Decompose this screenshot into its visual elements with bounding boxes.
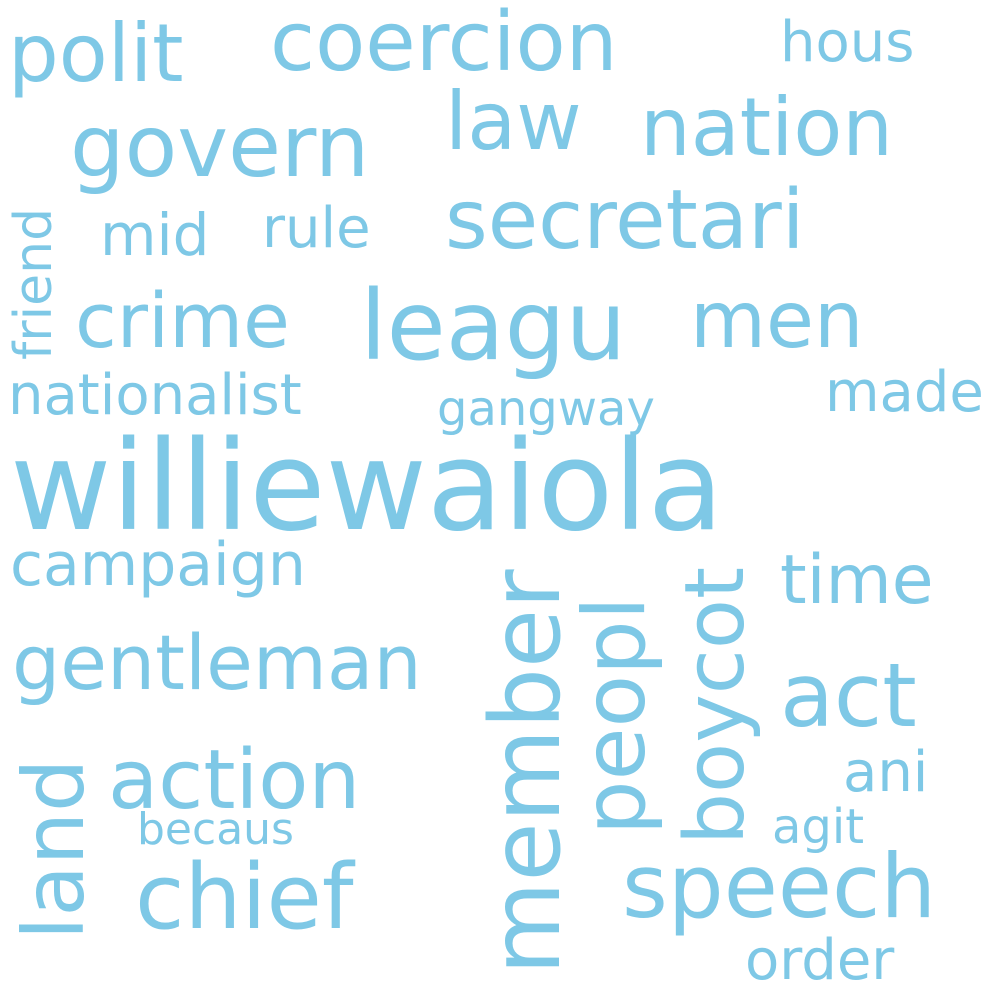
word-ani: ani (843, 740, 929, 805)
word-speech: speech (622, 835, 937, 938)
word-men: men (690, 276, 864, 366)
word-land: land (5, 758, 103, 940)
word-coercion: coercion (270, 0, 618, 90)
word-becaus: becaus (137, 804, 294, 855)
word-williewaiola: williewaiola (10, 415, 724, 559)
word-made: made (825, 360, 984, 425)
word-nation: nation (640, 81, 893, 174)
word-law: law (445, 75, 582, 168)
word-order: order (745, 928, 895, 993)
word-member: member (470, 569, 582, 975)
word-hous: hous (780, 10, 915, 75)
word-time: time (780, 541, 934, 620)
word-act: act (780, 644, 917, 747)
word-mid: mid (100, 201, 210, 269)
word-gangway: gangway (437, 381, 655, 437)
word-crime: crime (75, 276, 290, 365)
word-nationalist: nationalist (8, 363, 302, 428)
word-leagu: leagu (360, 270, 627, 382)
word-campaign: campaign (10, 530, 306, 600)
word-action: action (108, 733, 361, 828)
word-govern: govern (70, 97, 370, 197)
word-boycot: boycot (668, 566, 763, 845)
word-polit: polit (8, 7, 184, 100)
word-rule: rule (262, 196, 371, 261)
word-agit: agit (772, 799, 865, 855)
word-friend: friend (4, 207, 64, 360)
word-peopl: peopl (565, 596, 665, 835)
word-secretari: secretari (445, 173, 805, 268)
word-chief: chief (135, 845, 354, 950)
word-gentleman: gentleman (12, 618, 422, 707)
